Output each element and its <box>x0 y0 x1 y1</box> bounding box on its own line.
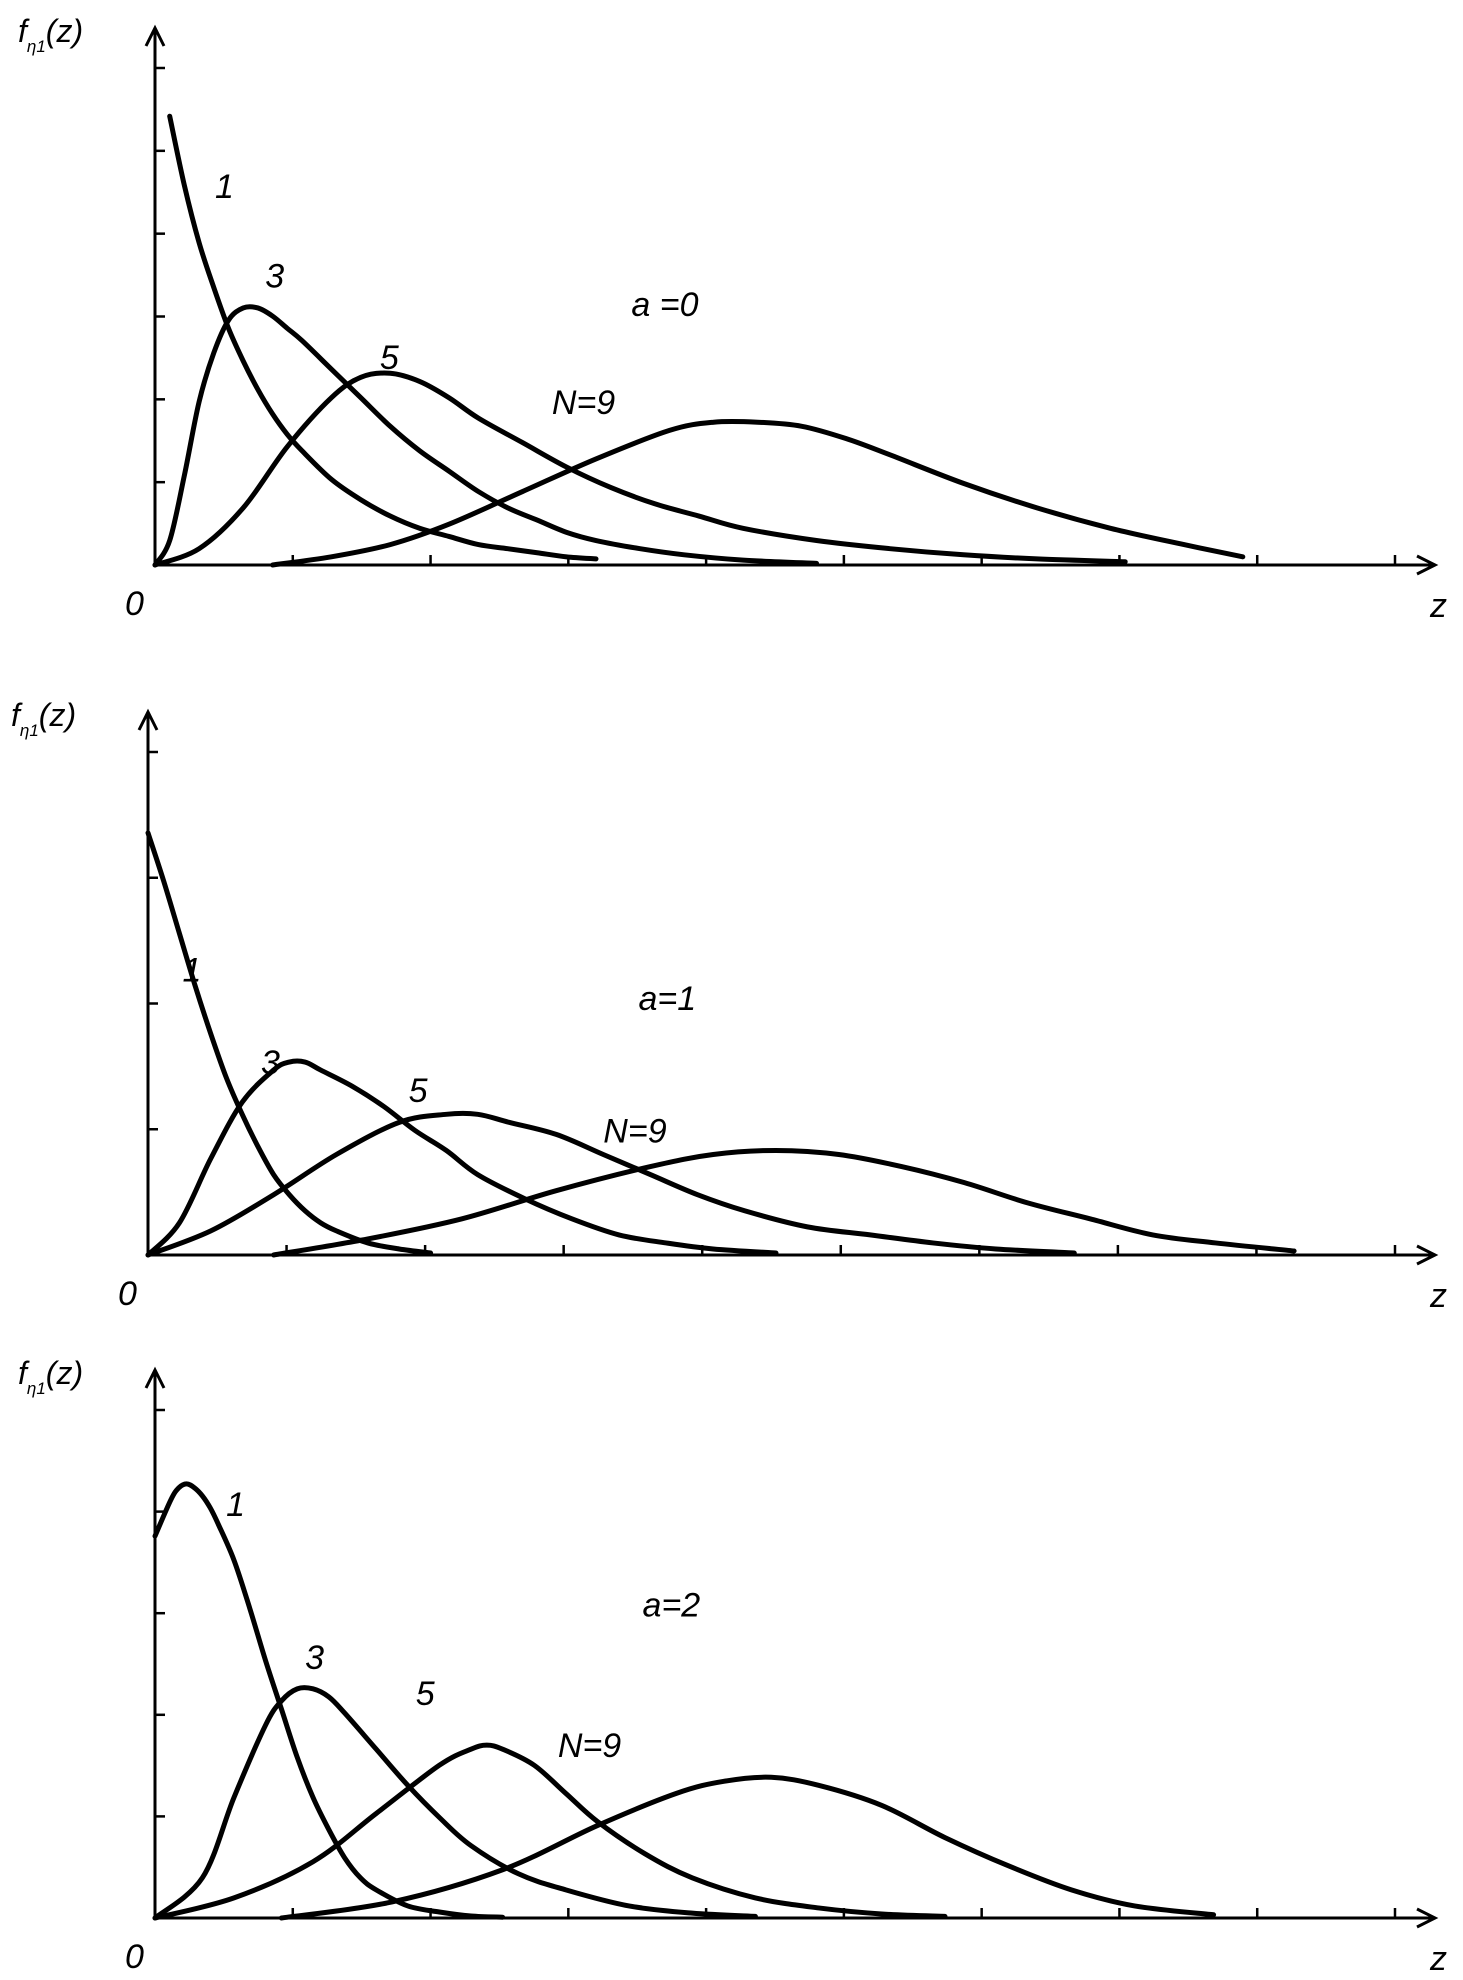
origin-label: 0 <box>118 1275 137 1313</box>
x-axis-label: z <box>1429 1277 1447 1315</box>
y-axis-arrow <box>144 1366 166 1389</box>
curve-n-3 <box>152 1685 758 1921</box>
curve-n-5 <box>152 1742 948 1921</box>
chart-panel-3: fη1(z) z 0 1 3 5 N=9 a=2 <box>18 1355 1447 1978</box>
curve-n-3 <box>145 1058 779 1258</box>
curve-label-3: 3 <box>305 1639 324 1677</box>
curve-n-9 <box>270 418 1246 568</box>
curve-label-9: N=9 <box>552 384 615 422</box>
x-axis-label: z <box>1429 1940 1447 1978</box>
x-axis-label: z <box>1429 587 1447 625</box>
parameter-label: a=2 <box>643 1587 701 1625</box>
origin-label: 0 <box>125 1938 144 1976</box>
curve-n-1 <box>167 113 599 562</box>
chart-panel-1: fη1(z) z 0 1 3 5 N=9 a =0 <box>18 13 1447 625</box>
origin-label: 0 <box>125 585 144 623</box>
curve-label-9: N=9 <box>603 1112 666 1150</box>
curve-label-1: 1 <box>183 952 202 990</box>
chart-panel-2: fη1(z) z 0 1 3 5 N=9 a=1 <box>11 697 1447 1315</box>
curve-label-3: 3 <box>265 258 284 296</box>
curve-label-5: 5 <box>416 1675 435 1713</box>
x-axis-arrow <box>1416 1907 1439 1929</box>
y-axis-subscript: η1 <box>27 1379 46 1398</box>
curve-n-5 <box>152 370 1128 568</box>
y-axis-label: fη1(z) <box>18 13 83 56</box>
y-axis-arrow <box>137 708 159 731</box>
curve-n-1 <box>145 830 434 1256</box>
parameter-label: a =0 <box>631 286 698 324</box>
curve-label-5: 5 <box>380 339 399 377</box>
x-axis-arrow <box>1416 554 1439 576</box>
y-axis-label: fη1(z) <box>11 697 76 740</box>
y-axis-subscript: η1 <box>20 721 39 740</box>
y-axis-label: fη1(z) <box>18 1355 83 1398</box>
curve-n-1 <box>152 1481 506 1920</box>
curve-label-5: 5 <box>409 1072 428 1110</box>
curve-label-1: 1 <box>226 1486 245 1524</box>
curve-n-9 <box>271 1147 1297 1258</box>
y-axis-arrow <box>144 24 166 47</box>
y-axis-arg: (z) <box>46 1355 83 1391</box>
curve-label-9: N=9 <box>558 1727 621 1765</box>
y-axis-arg: (z) <box>39 697 76 733</box>
curve-n-9 <box>278 1774 1217 1921</box>
y-axis-arg: (z) <box>46 13 83 49</box>
x-axis-arrow <box>1416 1244 1439 1266</box>
y-axis-subscript: η1 <box>27 37 46 56</box>
curve-label-3: 3 <box>261 1044 280 1082</box>
parameter-label: a=1 <box>638 980 696 1018</box>
curve-label-1: 1 <box>215 168 234 206</box>
curve-n-3 <box>152 304 819 568</box>
curve-n-5 <box>145 1110 1077 1258</box>
